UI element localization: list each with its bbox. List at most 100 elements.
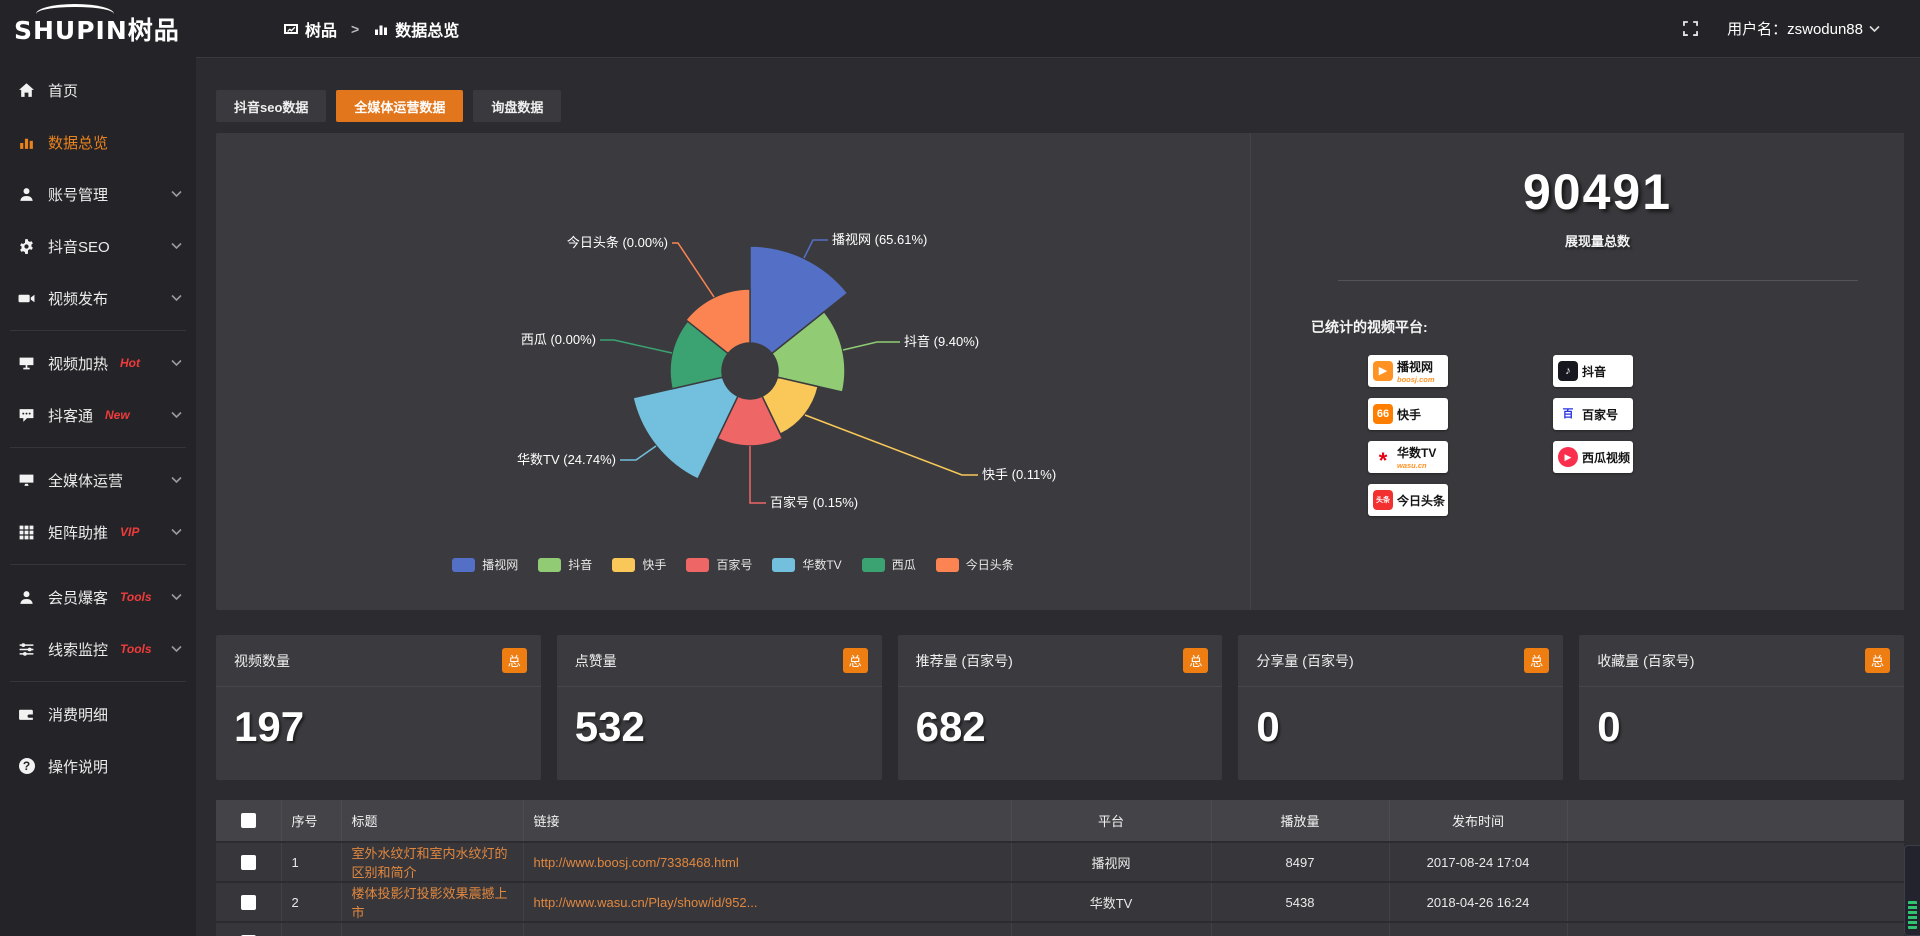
sidebar-item-label: 首页 xyxy=(48,82,79,100)
sidebar-item-label: 抖客通 xyxy=(48,407,94,425)
sidebar-item-member-burst[interactable]: 会员爆客 Tools xyxy=(0,571,196,623)
total-badge[interactable]: 总 xyxy=(1524,648,1550,673)
pie-slice[interactable] xyxy=(632,376,739,481)
stat-card-title: 视频数量 xyxy=(234,652,290,669)
legend-item[interactable]: 快手 xyxy=(612,556,666,573)
legend-item[interactable]: 抖音 xyxy=(538,556,592,573)
cell-index: 2 xyxy=(281,882,342,923)
chart-legend: 播视网 抖音 快手 百家号 华数TV 西瓜 今日头条 xyxy=(216,556,1250,573)
tab-omnimedia-data[interactable]: 全媒体运营数据 xyxy=(336,90,464,122)
tab-bar: 抖音seo数据 全媒体运营数据 询盘数据 xyxy=(216,90,1904,122)
sidebar-item-label: 操作说明 xyxy=(48,758,109,776)
impressions-total-value: 90491 xyxy=(1522,164,1673,220)
cell-url-link[interactable]: http://www.boosj.com/7338468.html xyxy=(523,842,1012,883)
pie-slice[interactable] xyxy=(770,310,846,393)
stat-card-favorites: 收藏量 (百家号) 总 0 xyxy=(1579,635,1904,780)
douyin-logo-icon: ♪ xyxy=(1558,361,1578,381)
side-dock-widget[interactable] xyxy=(1904,845,1920,936)
legend-label: 百家号 xyxy=(716,558,753,572)
legend-item[interactable]: 西瓜 xyxy=(861,556,916,573)
chevron-down-icon xyxy=(171,593,182,601)
legend-chip xyxy=(612,557,636,572)
platform-name: 西瓜视频 xyxy=(1582,450,1631,465)
monitor-icon xyxy=(18,472,35,489)
platform-badge-boosj: ▶ 播视网 boosj.com xyxy=(1368,355,1448,387)
sidebar-item-doukTong[interactable]: 抖客通 New xyxy=(0,389,196,441)
stat-cards-row: 视频数量 总 197 点赞量 总 532 推荐量 (百家号) 总 682 分享量 (百… xyxy=(216,635,1904,780)
sidebar-item-account-management[interactable]: 账号管理 xyxy=(0,168,196,220)
total-badge[interactable]: 总 xyxy=(1864,648,1890,673)
breadcrumb: 树品 > 数据总览 xyxy=(283,17,459,41)
select-all-checkbox[interactable] xyxy=(240,813,256,828)
platform-sub: wasu.cn xyxy=(1397,461,1427,470)
cell-title-link[interactable]: 室外水纹灯和室内水纹灯的区别和简介 xyxy=(341,842,524,883)
nav-divider xyxy=(10,447,186,448)
rose-pie-svg: 播视网 (65.61%) 抖音 (9.40%) 快手 (0.11%) 百家号 (0.1… xyxy=(517,232,1056,510)
sidebar-item-label: 视频加热 xyxy=(48,355,109,373)
app-logo[interactable]: SHUPIN树品 xyxy=(0,0,196,58)
total-badge[interactable]: 总 xyxy=(842,648,868,673)
sidebar-item-douyin-seo[interactable]: 抖音SEO xyxy=(0,220,196,272)
col-header-link: 链接 xyxy=(523,800,1012,843)
sidebar-item-video-publish[interactable]: 视频发布 xyxy=(0,272,196,324)
row-checkbox[interactable] xyxy=(240,934,256,936)
legend-item[interactable]: 华数TV xyxy=(772,556,842,573)
pie-slice[interactable] xyxy=(684,288,751,355)
tab-inquiry-data[interactable]: 询盘数据 xyxy=(473,90,562,122)
sidebar-item-omnimedia-operation[interactable]: 全媒体运营 xyxy=(0,454,196,506)
legend-item[interactable]: 今日头条 xyxy=(935,556,1014,573)
chevron-down-icon xyxy=(171,294,182,302)
cell-title-link[interactable]: 楼体投影灯投影效果震撼上市 xyxy=(341,882,524,923)
row-checkbox[interactable] xyxy=(240,894,256,910)
sidebar-item-data-overview[interactable]: 数据总览 xyxy=(0,116,196,168)
total-badge[interactable]: 总 xyxy=(1183,648,1209,673)
legend-item[interactable]: 播视网 xyxy=(452,556,518,573)
breadcrumb-current[interactable]: 数据总览 xyxy=(395,22,460,40)
pie-slice[interactable] xyxy=(749,245,849,355)
pie-label: 抖音 (9.40%) xyxy=(904,334,979,349)
sidebar-item-video-heating[interactable]: 视频加热 Hot xyxy=(0,337,196,389)
wallet-icon xyxy=(18,706,35,723)
fullscreen-icon[interactable] xyxy=(1682,20,1699,37)
breadcrumb-root[interactable]: 树品 xyxy=(305,22,338,40)
user-menu[interactable]: 用户名：zswodun88 xyxy=(1727,18,1880,39)
sidebar-item-label: 视频发布 xyxy=(48,290,109,308)
breadcrumb-separator: > xyxy=(351,20,360,37)
legend-chip xyxy=(861,557,885,572)
sidebar: SHUPIN树品 首页 数据总览 账号管理 抖音SEO xyxy=(0,0,196,936)
pie-label: 今日头条 (0.00%) xyxy=(567,235,668,250)
total-badge[interactable]: 总 xyxy=(501,648,527,673)
sidebar-item-spending-details[interactable]: 消费明细 xyxy=(0,688,196,740)
sidebar-item-label: 线索监控 xyxy=(48,641,109,659)
sidebar-item-lead-monitor[interactable]: 线索监控 Tools xyxy=(0,623,196,675)
cell-published: 2018-04-26 16:24 xyxy=(1389,882,1568,923)
platform-badge-douyin: ♪ 抖音 xyxy=(1553,355,1633,387)
sidebar-item-matrix-boost[interactable]: 矩阵助推 VIP xyxy=(0,506,196,558)
sidebar-item-label: 数据总览 xyxy=(48,134,109,152)
sidebar-item-instructions[interactable]: ? 操作说明 xyxy=(0,740,196,792)
boosj-logo-icon: ▶ xyxy=(1373,361,1393,381)
nav-divider xyxy=(10,564,186,565)
username-label: 用户名：zswodun88 xyxy=(1727,21,1863,38)
row-checkbox[interactable] xyxy=(240,854,256,870)
sidebar-item-home[interactable]: 首页 xyxy=(0,64,196,116)
chevron-down-icon xyxy=(171,476,182,484)
pie-label: 播视网 (65.61%) xyxy=(832,232,927,247)
sliders-icon xyxy=(18,641,35,658)
stat-card-title: 点赞量 xyxy=(574,652,617,669)
pie-label-line xyxy=(749,446,766,504)
signal-bars-icon xyxy=(1908,901,1917,929)
cell-url-link[interactable]: http://www.wasu.cn/Play/show/id/952... xyxy=(523,882,1012,923)
screen-icon xyxy=(18,355,35,372)
legend-label: 抖音 xyxy=(568,558,593,572)
summary-divider xyxy=(1337,280,1858,281)
user-icon xyxy=(18,186,35,203)
platform-name: 百家号 xyxy=(1582,407,1619,422)
pie-label: 百家号 (0.15%) xyxy=(770,495,858,510)
platforms-grid: ▶ 播视网 boosj.com ♪ 抖音 66 快手 百 百家号 xyxy=(1368,355,1884,516)
table-row-partial xyxy=(216,922,1904,936)
legend-item[interactable]: 百家号 xyxy=(686,556,752,573)
home-icon xyxy=(18,82,35,99)
tab-douyin-seo-data[interactable]: 抖音seo数据 xyxy=(216,90,327,122)
